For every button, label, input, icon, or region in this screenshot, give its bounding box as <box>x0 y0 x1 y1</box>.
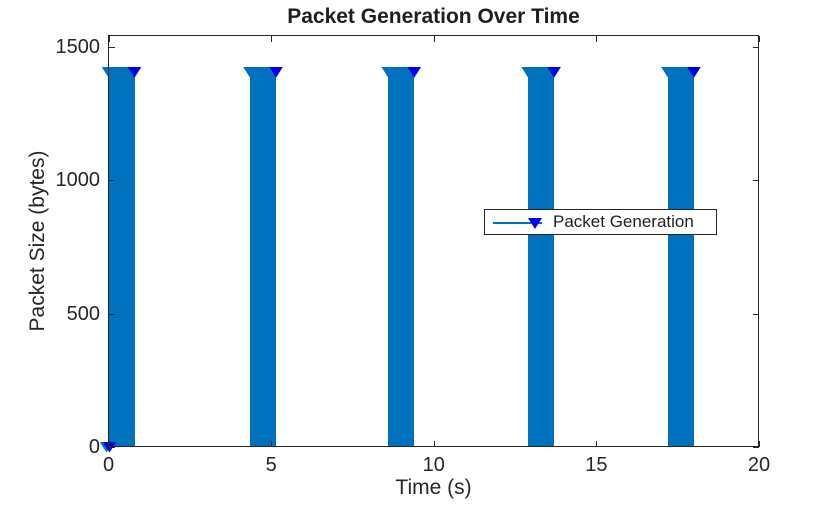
x-tick-top <box>759 36 760 42</box>
x-tick <box>759 441 760 447</box>
axes-box <box>108 35 759 447</box>
y-tick-label: 0 <box>88 436 100 458</box>
y-tick-label: 1500 <box>55 36 101 58</box>
legend-entry-label: Packet Generation <box>553 212 694 231</box>
x-tick-label: 10 <box>422 454 445 476</box>
y-tick-right <box>752 447 759 448</box>
y-axis-label: Packet Size (bytes) <box>26 150 49 332</box>
y-tick <box>109 447 115 448</box>
chart-title: Packet Generation Over Time <box>287 5 580 28</box>
x-tick-label: 0 <box>102 454 115 476</box>
x-tick-label: 5 <box>265 454 277 476</box>
x-axis-label: Time (s) <box>395 476 472 499</box>
legend-box: Packet Generation <box>484 209 717 235</box>
x-tick-label: 20 <box>747 454 771 476</box>
legend-stem-line <box>493 222 542 224</box>
x-tick-label: 15 <box>585 454 608 476</box>
